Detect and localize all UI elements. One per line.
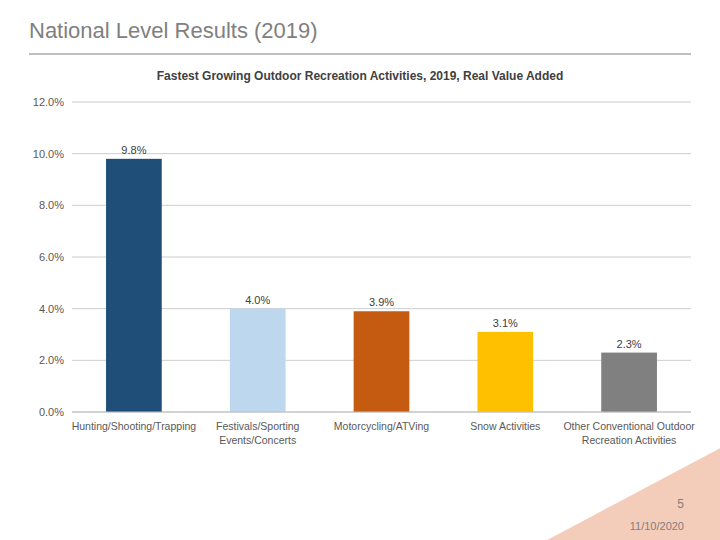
data-label: 4.0% [245, 294, 270, 306]
subtitle: Fastest Growing Outdoor Recreation Activ… [157, 69, 564, 83]
footer-annotation: 11/10/2020 [630, 520, 684, 532]
grid-line [72, 308, 691, 309]
x-tick-label: Festivals/Sporting Events/Concerts [216, 420, 300, 446]
x-tick-label: Hunting/Shooting/Trapping [72, 420, 197, 432]
footer-annotation: 5 [677, 497, 684, 511]
grid-line [72, 257, 691, 258]
bar [230, 309, 286, 412]
x-tick-label-line: Other Conventional Outdoor [563, 420, 695, 432]
x-tick-label-line: Events/Concerts [219, 434, 296, 446]
chart-container: National Level Results (2019) Fastest Gro… [0, 0, 720, 540]
grid-line [72, 153, 691, 154]
x-tick-label-line: Festivals/Sporting [216, 420, 300, 432]
x-tick-label-line: Snow Activities [470, 420, 540, 432]
y-tick-label: 4.0% [39, 303, 64, 315]
data-label: 2.3% [617, 338, 642, 350]
x-tick-label: Motorcycling/ATVing [334, 420, 429, 432]
grid-line [72, 102, 691, 103]
x-tick-label: Other Conventional Outdoor Recreation Act… [563, 420, 695, 446]
bar [106, 159, 162, 412]
title-rule [29, 53, 691, 55]
chart-svg: National Level Results (2019) Fastest Gro… [0, 0, 720, 540]
title: National Level Results (2019) [29, 18, 318, 43]
x-tick-label: Snow Activities [470, 420, 540, 432]
x-tick-label-line: Motorcycling/ATVing [334, 420, 429, 432]
y-tick-label: 0.0% [39, 406, 64, 418]
y-tick-label: 8.0% [39, 199, 64, 211]
y-tick-label: 12.0% [33, 96, 64, 108]
bar [354, 311, 410, 412]
grid-line [72, 205, 691, 206]
bar [477, 332, 533, 412]
bar [601, 353, 657, 412]
background [0, 0, 720, 540]
x-tick-label-line: Recreation Activities [582, 434, 677, 446]
data-label: 3.1% [493, 317, 518, 329]
y-tick-label: 6.0% [39, 251, 64, 263]
grid-line [72, 412, 691, 413]
y-tick-label: 2.0% [39, 354, 64, 366]
grid [72, 102, 691, 412]
bars [106, 159, 657, 412]
y-tick-label: 10.0% [33, 148, 64, 160]
x-tick-label-line: Hunting/Shooting/Trapping [72, 420, 197, 432]
decoration-triangle [547, 448, 720, 540]
data-label: 9.8% [121, 144, 146, 156]
x-axis-line [72, 412, 691, 413]
data-label: 3.9% [369, 296, 394, 308]
